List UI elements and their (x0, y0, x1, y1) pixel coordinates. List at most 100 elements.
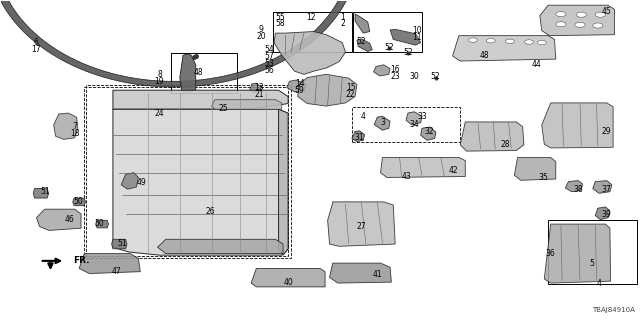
Circle shape (525, 40, 534, 44)
Polygon shape (595, 207, 610, 220)
Text: 11: 11 (412, 33, 422, 42)
Text: 9: 9 (259, 25, 264, 35)
Polygon shape (406, 112, 422, 125)
Bar (353, 12, 422, 52)
Polygon shape (73, 198, 86, 206)
Polygon shape (452, 36, 556, 61)
Polygon shape (54, 113, 78, 140)
Text: 33: 33 (417, 112, 427, 121)
Polygon shape (374, 65, 390, 76)
Text: 59: 59 (295, 86, 305, 95)
Polygon shape (212, 100, 282, 109)
Text: FR.: FR. (74, 256, 90, 265)
Polygon shape (278, 109, 288, 255)
Polygon shape (460, 122, 524, 151)
Text: 10: 10 (412, 26, 422, 35)
Text: 6: 6 (34, 38, 39, 47)
Polygon shape (420, 127, 436, 140)
Bar (548, 220, 637, 284)
Text: 52: 52 (430, 72, 440, 81)
Text: 22: 22 (346, 90, 355, 99)
Text: 21: 21 (255, 90, 264, 99)
Text: 19: 19 (155, 77, 164, 86)
Text: 4: 4 (361, 112, 366, 121)
Text: 54: 54 (264, 45, 274, 54)
Polygon shape (565, 180, 582, 192)
Polygon shape (250, 83, 261, 93)
Polygon shape (0, 0, 358, 87)
Text: 53: 53 (264, 59, 274, 68)
Text: 35: 35 (538, 173, 548, 182)
Polygon shape (157, 239, 283, 253)
Text: 2: 2 (340, 19, 346, 28)
Circle shape (575, 22, 585, 28)
Text: 1: 1 (340, 13, 346, 22)
Polygon shape (541, 103, 613, 148)
Text: 49: 49 (137, 178, 147, 187)
Text: 15: 15 (346, 83, 355, 92)
Text: 4: 4 (596, 279, 602, 288)
Bar (171, 53, 237, 93)
Text: 56: 56 (264, 66, 274, 75)
Polygon shape (113, 109, 288, 255)
Text: 45: 45 (602, 7, 612, 16)
Polygon shape (330, 263, 392, 283)
Polygon shape (540, 5, 614, 36)
Text: TBAJ84910A: TBAJ84910A (593, 307, 636, 313)
Text: 51: 51 (118, 239, 127, 248)
Circle shape (468, 38, 477, 42)
Polygon shape (287, 80, 306, 92)
Circle shape (576, 12, 586, 17)
Text: 16: 16 (390, 65, 400, 74)
Text: 47: 47 (111, 267, 121, 276)
Text: 7: 7 (72, 122, 77, 131)
Text: 5: 5 (589, 259, 594, 268)
Polygon shape (374, 116, 390, 130)
Text: 52: 52 (356, 37, 366, 46)
Text: 52: 52 (403, 48, 413, 57)
Text: 48: 48 (194, 68, 204, 77)
Text: 25: 25 (218, 104, 228, 113)
Text: 38: 38 (574, 185, 584, 194)
Text: 52: 52 (384, 43, 394, 52)
Polygon shape (298, 74, 357, 106)
Text: 23: 23 (390, 72, 400, 81)
Circle shape (595, 12, 605, 17)
Text: 32: 32 (425, 127, 435, 136)
Polygon shape (515, 157, 556, 180)
Polygon shape (33, 188, 49, 198)
Text: 31: 31 (355, 133, 364, 142)
Text: 48: 48 (479, 51, 489, 60)
Text: 44: 44 (532, 60, 541, 69)
Polygon shape (121, 173, 138, 189)
Text: 34: 34 (410, 120, 419, 129)
Text: 20: 20 (257, 32, 266, 41)
Polygon shape (111, 239, 127, 249)
Bar (86, 84, 291, 258)
Circle shape (593, 23, 603, 28)
Text: 42: 42 (449, 166, 459, 175)
Text: 50: 50 (73, 197, 83, 206)
Polygon shape (36, 209, 81, 230)
Polygon shape (113, 90, 288, 109)
Text: 58: 58 (276, 19, 285, 28)
Text: 37: 37 (602, 185, 612, 194)
Text: 13: 13 (255, 83, 264, 92)
Text: 27: 27 (356, 222, 366, 231)
Polygon shape (390, 29, 420, 45)
Circle shape (506, 39, 515, 44)
Polygon shape (274, 32, 346, 74)
Circle shape (556, 22, 566, 27)
Polygon shape (79, 253, 140, 274)
Text: 29: 29 (602, 127, 612, 136)
Bar (352, 107, 460, 142)
Text: 12: 12 (307, 13, 316, 22)
Text: 46: 46 (65, 215, 74, 224)
Text: 26: 26 (205, 207, 215, 216)
Text: 8: 8 (157, 70, 162, 79)
Polygon shape (352, 131, 365, 142)
Polygon shape (328, 202, 395, 246)
Bar (273, 12, 352, 52)
Circle shape (556, 12, 566, 17)
Text: 50: 50 (94, 219, 104, 228)
